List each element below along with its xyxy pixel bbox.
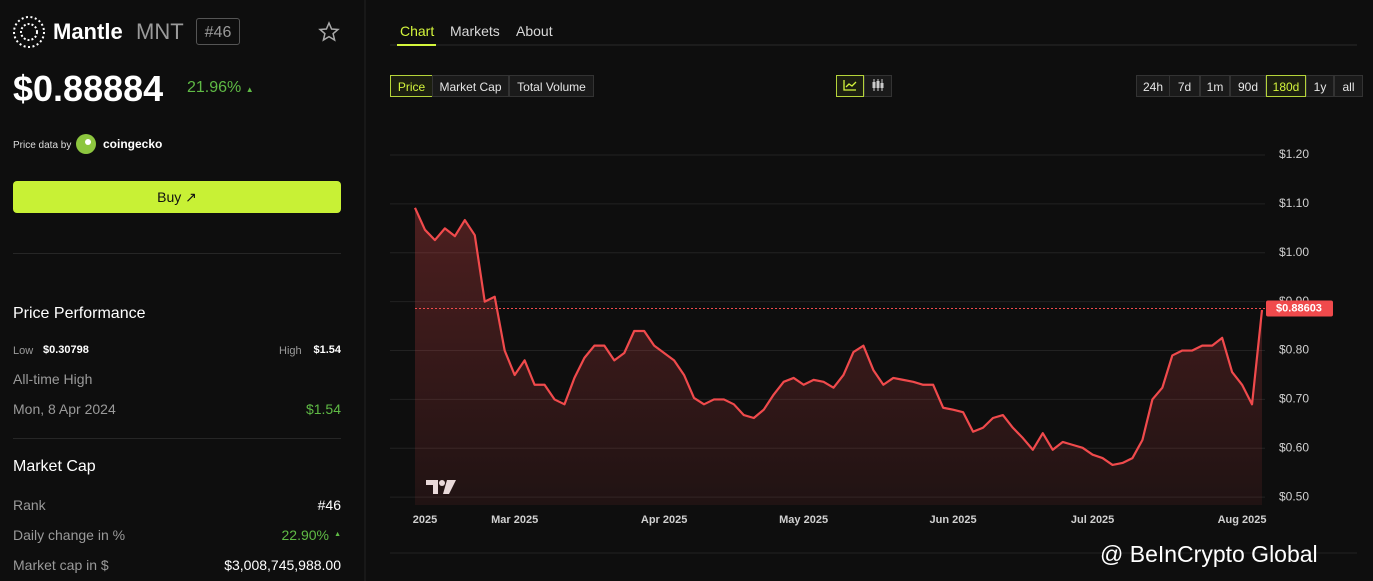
current-price-tag (1266, 300, 1333, 317)
range-button[interactable]: 7d (1169, 75, 1200, 97)
provider-logo (76, 134, 96, 154)
low-label: Low (13, 345, 34, 357)
x-tick-label: Aug 2025 (1218, 514, 1267, 526)
buy-button[interactable]: Buy ↗ (13, 181, 341, 213)
range-button[interactable]: 1m (1200, 75, 1230, 97)
candle-chart-toggle[interactable] (864, 75, 892, 97)
metric-button[interactable]: Market Cap (432, 75, 509, 97)
price: $0.88884 (13, 68, 164, 109)
separator (13, 253, 341, 254)
coin-name: Mantle (53, 19, 123, 44)
rank-badge: #46 (196, 18, 240, 45)
row-label: Rank (13, 497, 46, 513)
metric-button[interactable]: Price (390, 75, 433, 97)
price-line (413, 207, 1264, 467)
range-button[interactable]: 1y (1306, 75, 1334, 97)
row-value: $3,008,745,988.00 (224, 557, 341, 573)
icon (872, 79, 884, 91)
x-tick-label: May 2025 (779, 514, 828, 526)
icon (843, 80, 857, 91)
y-tick-label: $1.10 (1279, 196, 1309, 210)
coin-symbol: MNT (136, 19, 184, 44)
metric-button[interactable]: Total Volume (509, 75, 594, 97)
row-value: #46 (317, 497, 341, 513)
high-value: $1.54 (313, 344, 341, 356)
range-button[interactable]: 24h (1136, 75, 1170, 97)
tab[interactable]: Markets (450, 23, 500, 39)
section-title: Market Cap (13, 458, 96, 475)
y-tick-label: $0.60 (1279, 440, 1309, 454)
x-tick-label: 2025 (413, 514, 437, 526)
tab[interactable]: About (516, 23, 553, 39)
range-button[interactable]: 90d (1230, 75, 1266, 97)
tab[interactable]: Chart (400, 23, 435, 39)
coin-logo (13, 16, 45, 48)
watch-star[interactable] (318, 21, 340, 43)
price-change-value: 21.96% (187, 79, 242, 96)
row-label: Daily change in % (13, 527, 126, 543)
y-tick-label: $0.70 (1279, 392, 1309, 406)
x-tick-label: Mar 2025 (491, 514, 538, 526)
high-label: High (279, 345, 302, 357)
y-tick-label: $1.00 (1279, 245, 1309, 259)
y-tick-label: $1.20 (1279, 147, 1309, 161)
y-tick-label: $0.80 (1279, 343, 1309, 357)
range-button[interactable]: 180d (1266, 75, 1306, 97)
low-value: $0.30798 (43, 344, 89, 356)
x-tick-label: Jul 2025 (1071, 514, 1114, 526)
price-change: 21.96% ▲ (187, 79, 254, 96)
y-tick-label: $0.50 (1279, 489, 1309, 503)
source-label: Price data by (13, 140, 72, 151)
section-title: Price Performance (13, 305, 146, 322)
line-chart-toggle[interactable] (836, 75, 864, 97)
x-tick-label: Jun 2025 (930, 514, 977, 526)
range-button[interactable]: all (1334, 75, 1363, 97)
buy-label: Buy (157, 189, 182, 205)
row-label: Market cap in $ (13, 557, 109, 573)
ath-date: Mon, 8 Apr 2024 (13, 401, 116, 417)
row-value: 22.90% (281, 527, 329, 543)
provider-name: coingecko (103, 137, 163, 151)
ath-value: $1.54 (305, 401, 341, 417)
current-price-label: $0.88603 (1276, 302, 1322, 314)
ath-label: All-time High (13, 371, 93, 387)
watermark: @ BeInCrypto Global (1100, 541, 1318, 567)
up-arrow: ▲ (334, 531, 341, 538)
x-tick-label: Apr 2025 (641, 514, 687, 526)
area (415, 207, 1262, 505)
separator (13, 438, 341, 439)
